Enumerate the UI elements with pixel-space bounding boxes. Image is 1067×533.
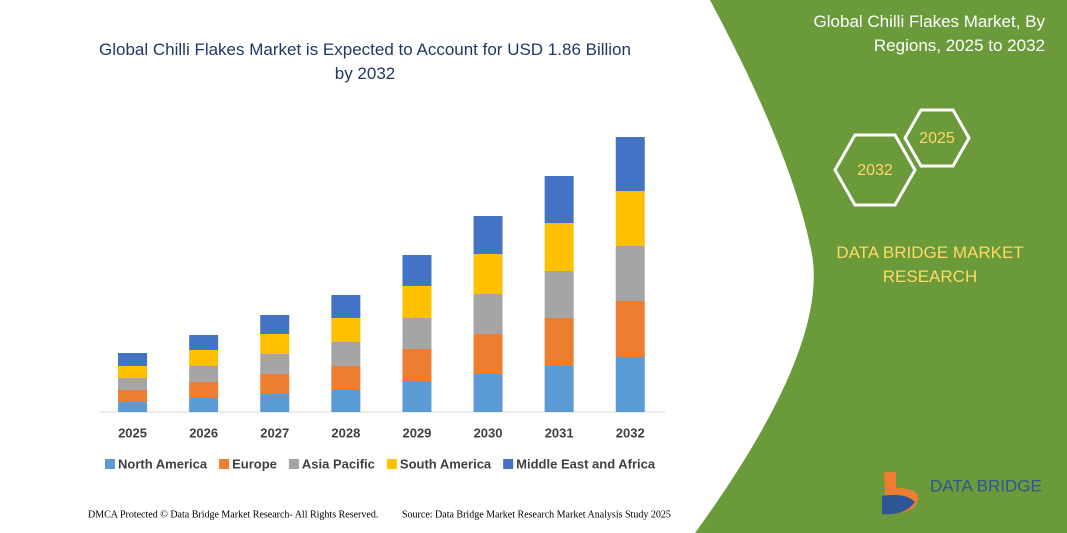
bar-segment — [402, 318, 432, 349]
legend-swatch — [219, 459, 230, 469]
bar-segment — [615, 191, 645, 246]
legend-label: Europe — [232, 456, 277, 471]
legend-swatch — [105, 459, 115, 469]
bar-segment — [473, 374, 503, 412]
bar-segment — [260, 315, 290, 334]
hex-label: 2032 — [857, 162, 893, 179]
bar-segment — [473, 294, 503, 334]
bar-segment — [118, 402, 148, 412]
bar-segment — [189, 398, 219, 412]
legend-swatch — [503, 459, 514, 469]
x-tick-label: 2027 — [260, 425, 289, 440]
legend-label: South America — [400, 456, 492, 471]
bar-segment — [402, 255, 432, 286]
footer-right: Source: Data Bridge Market Research Mark… — [402, 509, 671, 520]
bar-segment — [189, 382, 219, 398]
bar-segment — [189, 366, 219, 382]
bar-segment — [544, 223, 574, 271]
bar-segment — [331, 390, 361, 412]
hexagon — [833, 133, 917, 207]
footer-left: DMCA Protected © Data Bridge Market Rese… — [88, 509, 378, 520]
x-tick-label: 2025 — [118, 425, 147, 440]
bar-segment — [260, 394, 290, 412]
bar-segment — [118, 366, 148, 378]
legend-label: Middle East and Africa — [516, 456, 656, 471]
bar-segment — [189, 335, 219, 350]
bar-segment — [118, 390, 148, 402]
x-tick-label: 2029 — [402, 425, 431, 440]
bar-segment — [615, 246, 645, 301]
bar-segment — [118, 353, 148, 366]
logo-icon — [882, 494, 915, 515]
bar-segment — [331, 366, 361, 390]
x-tick-label: 2026 — [189, 425, 218, 440]
bar-segment — [402, 381, 432, 412]
bar-segment — [544, 271, 574, 318]
legend-swatch — [386, 459, 397, 469]
bar-segment — [615, 357, 645, 412]
bar-segment — [473, 216, 503, 254]
green-panel — [695, 0, 1067, 533]
x-tick-label: 2032 — [616, 425, 645, 440]
bar-segment — [544, 366, 574, 412]
bar-segment — [544, 318, 574, 366]
bar-segment — [331, 295, 361, 318]
bar-segment — [473, 334, 503, 374]
x-tick-label: 2028 — [331, 425, 360, 440]
brand: DATA BRIDGE MARKET RESEARCH — [836, 243, 1024, 286]
bar-segment — [189, 350, 219, 366]
bar-segment — [331, 342, 361, 366]
bar-segment — [331, 318, 361, 342]
bar-segment — [260, 334, 290, 354]
hexagon — [903, 108, 971, 168]
bar-segment — [118, 378, 148, 390]
legend-swatch — [288, 459, 299, 469]
hex-label: 2025 — [919, 130, 955, 147]
legend-label: North America — [118, 456, 208, 471]
bar-segment — [544, 176, 574, 223]
bar-segment — [615, 301, 645, 357]
legend-label: Asia Pacific — [302, 456, 375, 471]
bar-segment — [402, 286, 432, 318]
x-tick-label: 2030 — [474, 425, 503, 440]
bar-segment — [260, 354, 290, 374]
bar-segment — [615, 137, 645, 191]
logo-text: DATA BRIDGE — [930, 476, 1042, 495]
x-tick-label: 2031 — [545, 425, 574, 440]
chart-title: Global Chilli Flakes Market is Expected … — [99, 40, 631, 83]
bar-segment — [473, 254, 503, 294]
bar-segment — [260, 374, 290, 394]
panel-title: Global Chilli Flakes Market, By Regions,… — [813, 12, 1045, 55]
bar-segment — [402, 349, 432, 381]
